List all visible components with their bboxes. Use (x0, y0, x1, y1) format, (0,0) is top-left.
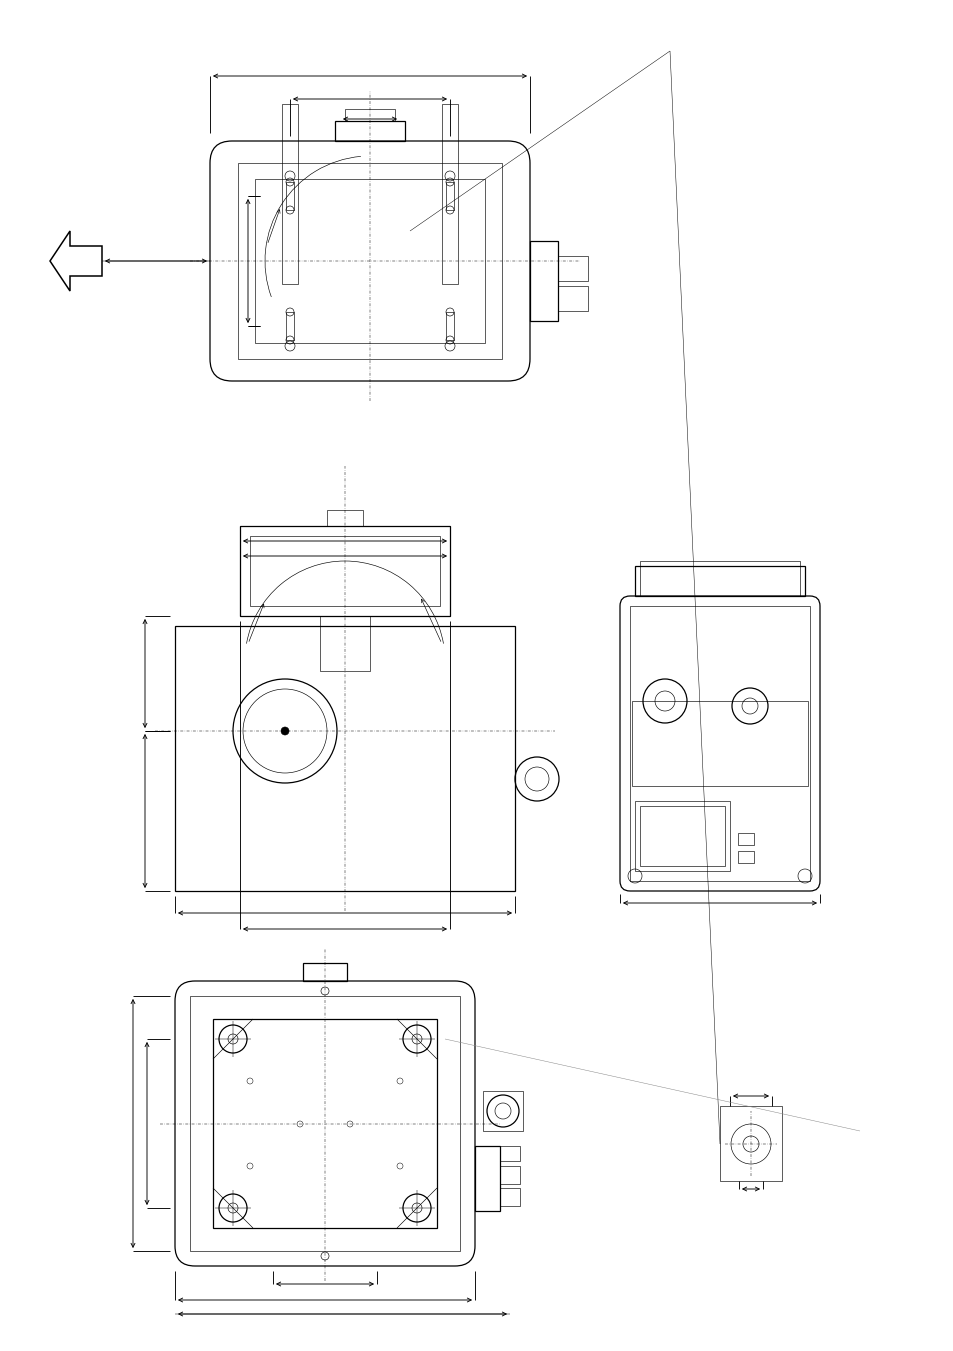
Bar (319, 616, 370, 671)
Polygon shape (50, 231, 102, 290)
Bar (499, 1166, 519, 1183)
Bar (286, 312, 294, 340)
Bar (250, 536, 439, 607)
Bar (635, 801, 729, 871)
Bar (499, 1146, 519, 1161)
Bar (639, 561, 800, 596)
Bar (327, 509, 363, 526)
Bar (530, 240, 558, 322)
Bar (174, 626, 515, 892)
Bar (240, 526, 450, 616)
Bar (345, 109, 395, 122)
Bar (190, 996, 459, 1251)
Bar (558, 286, 587, 311)
Bar (639, 807, 724, 866)
Bar (254, 178, 484, 343)
Bar (482, 1092, 522, 1131)
Bar (635, 566, 804, 596)
Bar (213, 1019, 436, 1228)
Bar (441, 104, 457, 284)
Bar (286, 182, 294, 209)
Bar (499, 1188, 519, 1206)
Bar (720, 1106, 781, 1181)
Bar (446, 312, 454, 340)
Bar (558, 255, 587, 281)
Bar (237, 163, 501, 359)
Circle shape (281, 727, 289, 735)
Bar (631, 701, 807, 786)
Bar (446, 182, 454, 209)
Bar (282, 104, 297, 284)
Bar (738, 851, 753, 863)
Bar (335, 122, 405, 141)
Bar (629, 607, 809, 881)
Bar (303, 963, 347, 981)
Bar (475, 1146, 499, 1210)
Bar (738, 834, 753, 844)
